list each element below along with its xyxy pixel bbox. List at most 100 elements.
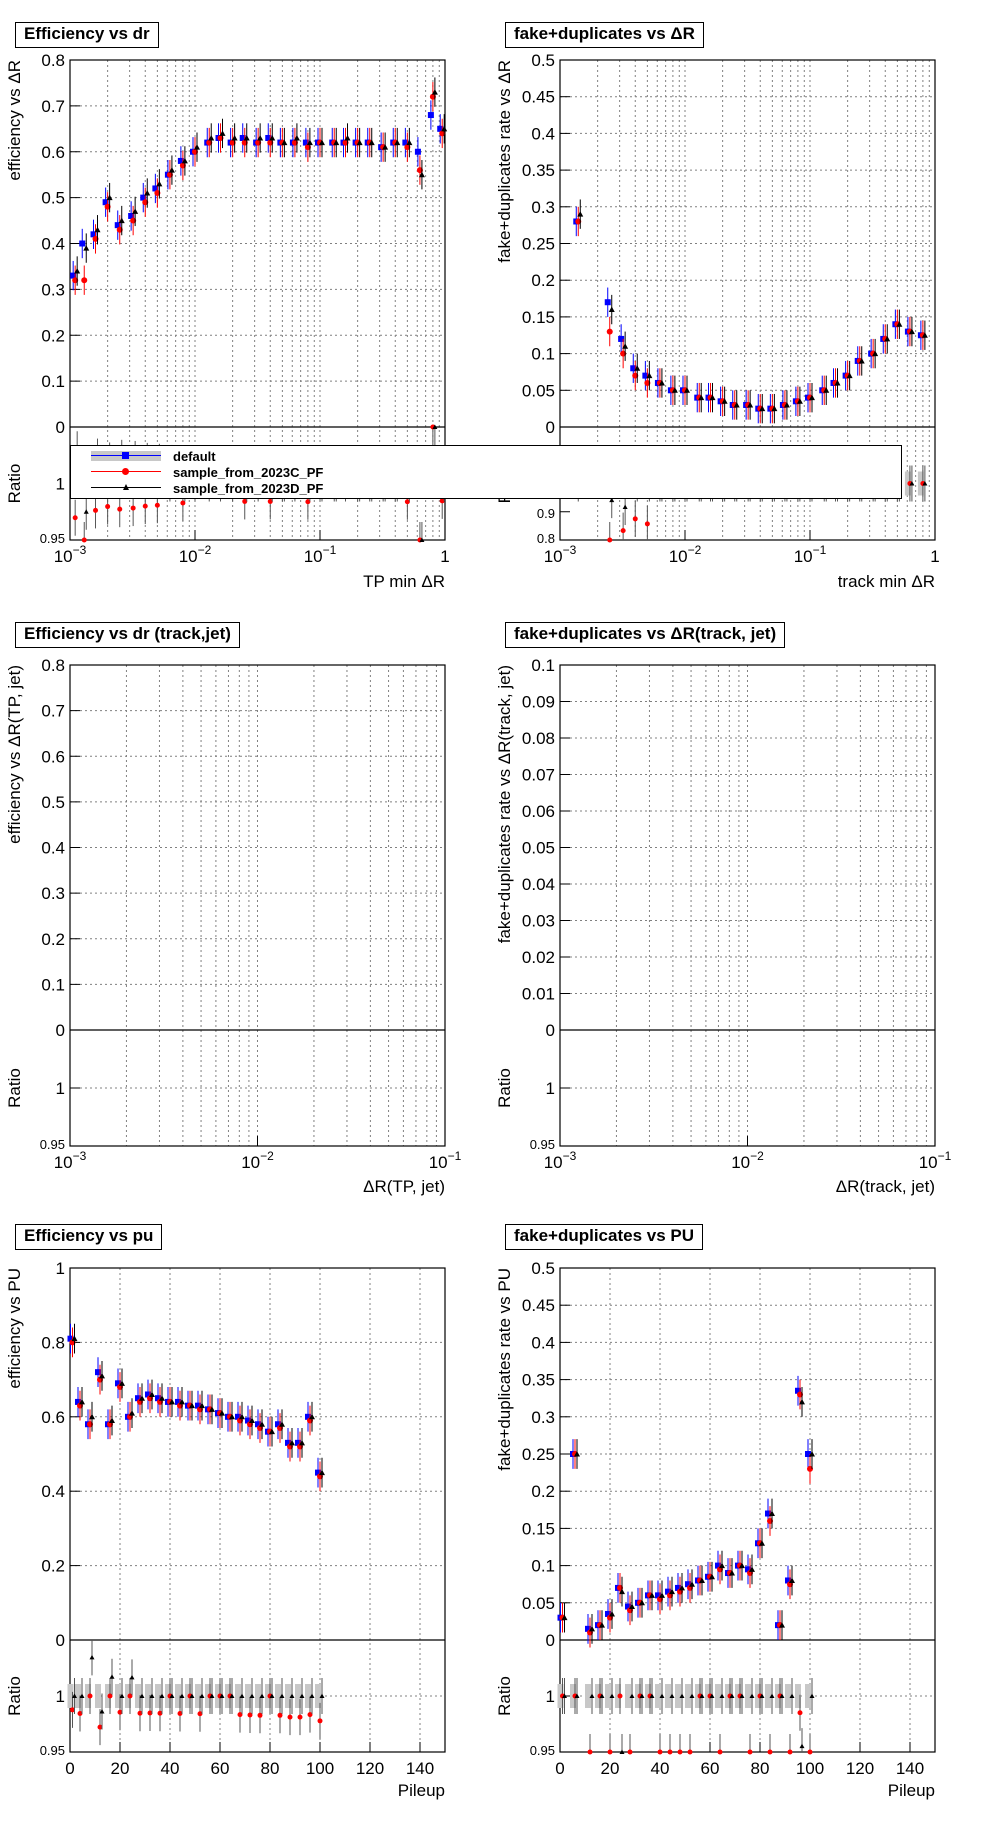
legend-entry-2023d: sample_from_2023D_PF <box>91 480 323 496</box>
point-default <box>765 1510 771 1517</box>
ratio-band <box>275 1684 281 1708</box>
point-default <box>785 1577 791 1584</box>
ratio-point-2023d <box>649 1693 655 1698</box>
chart-title-2: Efficiency vs dr (track,jet) <box>15 622 240 648</box>
ratio-point-2023c <box>242 498 248 504</box>
point-2023d <box>796 398 803 404</box>
y-axis-label: efficiency vs ΔR <box>5 60 24 181</box>
y-tick-label-3: 0.15 <box>522 308 555 327</box>
ratio-point-2023c <box>632 516 638 522</box>
y-tick-label-4: 0.4 <box>41 839 65 858</box>
ratio-band <box>315 1684 321 1708</box>
ratio-point-2023d <box>139 1693 145 1698</box>
ratio-point-2023c <box>607 537 613 543</box>
ratio-band <box>655 1684 661 1708</box>
point-2023d <box>279 1421 285 1427</box>
ratio-point-2023c <box>267 498 273 504</box>
ratio-point-2023c <box>657 1749 663 1755</box>
ratio-point-2023d <box>729 1693 735 1698</box>
point-default <box>67 1335 74 1342</box>
ratio-band <box>175 1684 181 1708</box>
y-tick-label-10: 0.5 <box>531 1259 555 1278</box>
ratio-y-tick-label-0: 0.95 <box>40 531 65 546</box>
ratio-point-2023c <box>180 500 186 506</box>
y-tick-label-1: 0.1 <box>41 372 65 391</box>
point-2023d <box>846 372 853 379</box>
ratio-point-2023d <box>922 481 928 486</box>
x-tick-label-3: 1 <box>440 547 449 566</box>
x-axis-label: ΔR(TP, jet) <box>363 1177 445 1196</box>
x-tick-label-1: 10−2 <box>731 1149 764 1172</box>
ratio-point-2023d <box>589 1693 595 1698</box>
point-default <box>795 1387 801 1394</box>
x-axis-label: track min ΔR <box>838 572 935 591</box>
x-tick-label-6: 120 <box>846 1759 874 1778</box>
ratio-point-2023d <box>779 1693 785 1698</box>
ratio-point-2023d <box>909 481 915 486</box>
point-2023d <box>649 1592 655 1598</box>
x-tick-label-3: 60 <box>211 1759 230 1778</box>
ratio-axis-label: Ratio <box>5 464 24 504</box>
ratio-point-2023c <box>117 1709 123 1715</box>
point-default <box>295 1439 301 1446</box>
point-default <box>604 299 611 306</box>
point-2023d <box>74 268 81 274</box>
point-default <box>665 1588 671 1595</box>
point-default <box>437 125 444 132</box>
point-2023d <box>144 190 151 196</box>
point-2023d <box>219 130 226 136</box>
point-2023d <box>259 1421 265 1427</box>
legend-label-2023d: sample_from_2023D_PF <box>173 480 324 496</box>
point-2023d <box>823 387 830 393</box>
y-tick-label-5: 0.25 <box>522 235 555 254</box>
point-2023d <box>132 208 139 214</box>
ratio-band <box>795 1684 801 1708</box>
ratio-point-2023c <box>81 537 87 543</box>
point-default <box>102 199 109 206</box>
point-2023d <box>908 328 915 335</box>
ratio-point-2023c <box>747 1749 753 1755</box>
y-tick-label-0: 0 <box>56 1631 65 1650</box>
x-tick-label-7: 140 <box>406 1759 434 1778</box>
point-2023d <box>671 387 678 393</box>
point-default <box>315 1469 321 1476</box>
ratio-axis-label: Ratio <box>5 1068 24 1108</box>
ratio-point-2023c <box>677 1749 683 1755</box>
point-2023d <box>71 1335 78 1342</box>
point-default <box>305 1413 311 1420</box>
ratio-point-2023d <box>799 1743 805 1749</box>
point-2023d <box>622 343 629 349</box>
point-2023d <box>709 394 716 401</box>
x-tick-label-1: 10−2 <box>241 1149 274 1172</box>
point-2023d <box>729 1570 735 1576</box>
ratio-point-2023c <box>177 1711 183 1716</box>
point-2023d <box>629 1603 635 1610</box>
ratio-point-2023d <box>89 1654 95 1660</box>
ratio-point-2023c <box>142 503 148 509</box>
point-2023d <box>799 1398 805 1405</box>
point-default <box>605 1610 611 1617</box>
ratio-point-2023d <box>699 1693 705 1698</box>
y-tick-label-2: 0.2 <box>41 930 65 949</box>
ratio-point-2023d <box>574 1693 580 1698</box>
point-2023d <box>561 1614 568 1621</box>
point-default <box>618 335 625 342</box>
ratio-point-2023c <box>627 1749 633 1755</box>
ratio-band <box>605 1684 611 1708</box>
ratio-point-2023c <box>307 1712 313 1718</box>
ratio-band <box>305 1684 311 1708</box>
point-default <box>90 231 97 238</box>
point-2023d <box>319 139 325 146</box>
chart-title-1: fake+duplicates vs ΔR <box>505 22 704 48</box>
point-2023d <box>94 226 101 233</box>
point-2023d <box>669 1588 675 1595</box>
ratio-point-2023d <box>72 1693 77 1698</box>
ratio-point-2023c <box>247 1712 253 1718</box>
point-default <box>115 1380 121 1387</box>
point-2023d <box>789 1577 795 1583</box>
ratio-point-2023c <box>317 1718 323 1724</box>
ratio-point-2023c <box>97 1724 103 1730</box>
ratio-point-2023c <box>305 499 311 505</box>
ratio-point-2023c <box>87 1693 93 1699</box>
y-tick-label-1: 0.2 <box>41 1557 65 1576</box>
